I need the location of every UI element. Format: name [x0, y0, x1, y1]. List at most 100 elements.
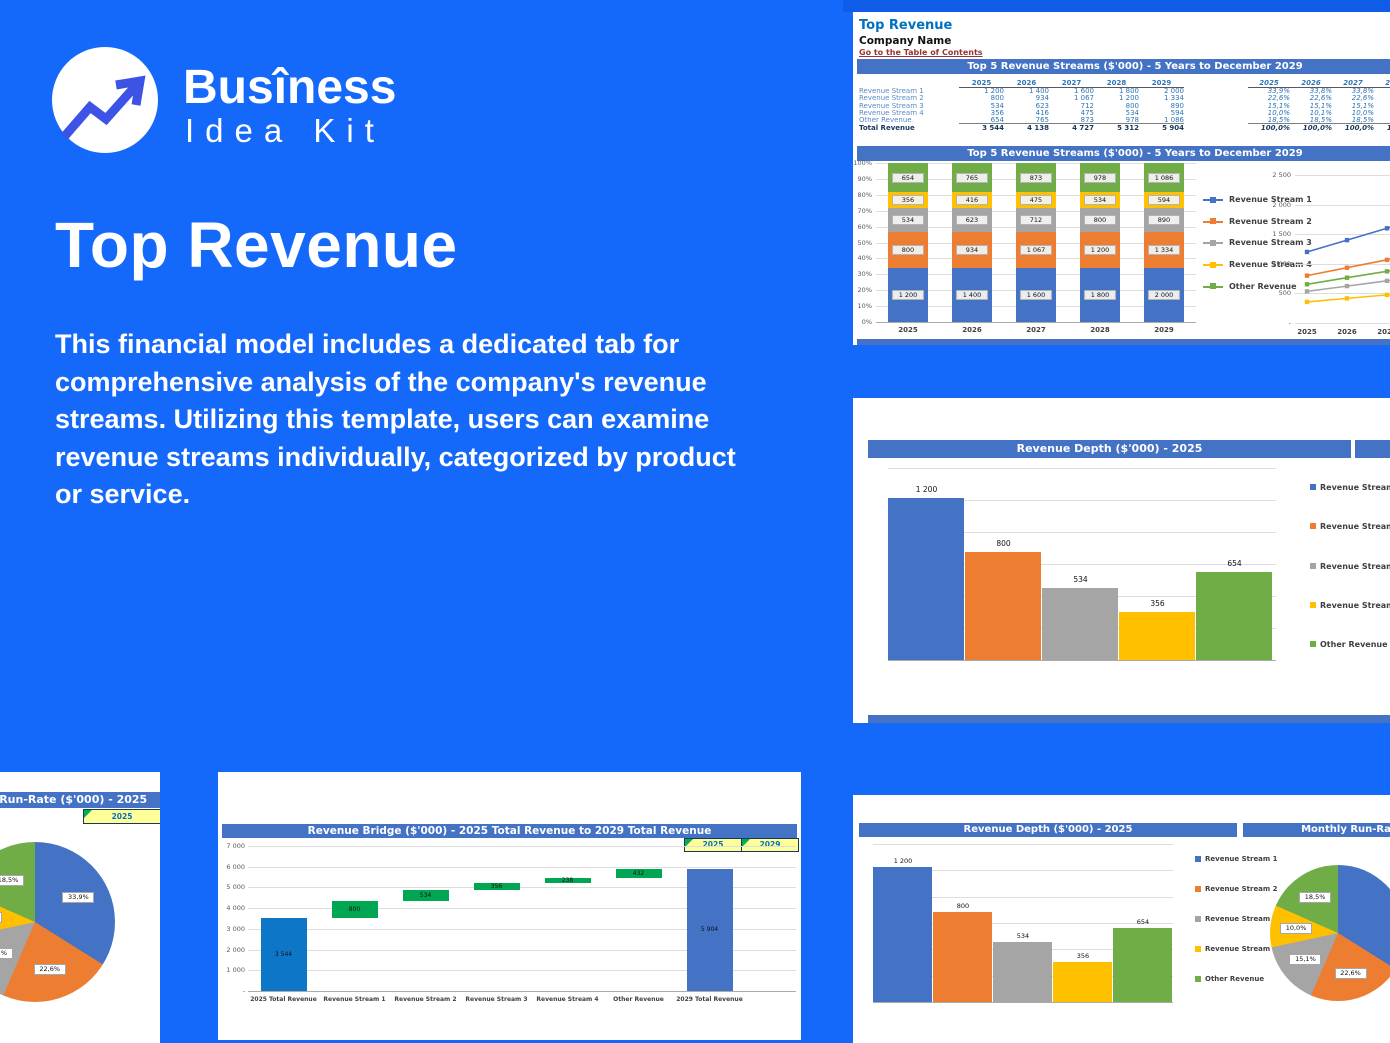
waterfall-bar	[331, 901, 378, 918]
cell-value: 654	[959, 117, 1004, 125]
year-selector[interactable]: 2025	[83, 809, 160, 824]
legend-label: Revenue Stream 4	[1320, 600, 1390, 610]
cell-value: 4 138	[1027, 124, 1049, 133]
data-label: 1 600	[1020, 290, 1052, 301]
cell-value: 890	[1170, 102, 1184, 110]
row-label: Other Revenue	[859, 117, 912, 125]
bar-value-label: 654	[1227, 558, 1242, 568]
hero-description: This financial model includes a dedicate…	[55, 329, 736, 509]
x-tick-label: Revenue Stream 2	[394, 996, 457, 1003]
stacked-chart-title-bar: Top 5 Revenue Streams ($'000) - 5 Years …	[857, 146, 1390, 161]
waterfall-value-label: 534	[419, 891, 432, 899]
grid-line	[248, 846, 796, 847]
bar	[1119, 611, 1195, 660]
sheet-title: Top Revenue	[859, 18, 953, 33]
sheet-preview-depth-runrate: Revenue Depth ($'000) - 2025 Monthly Run…	[853, 795, 1390, 1043]
x-tick-label: 2025 Total Revenue	[250, 996, 317, 1003]
y-tick-label: 80%	[857, 190, 872, 199]
legend-label: Other Revenue	[1229, 281, 1297, 291]
cell-value: 534	[1125, 109, 1139, 117]
cell-percent: 15,1%	[1351, 102, 1374, 110]
cell-value: 934	[1035, 95, 1049, 103]
cell-value: 1 200	[1118, 95, 1139, 103]
data-label: 654	[892, 172, 924, 183]
data-label: 978	[1084, 172, 1116, 183]
legend-marker	[1210, 218, 1216, 225]
waterfall-bar	[260, 917, 307, 991]
pie-slice-label: 22,6%	[33, 963, 66, 975]
cell-percent: 33,9%	[1267, 88, 1290, 95]
grid-line	[248, 887, 796, 889]
runrate-title-bar: Monthly Run-Rate ($'000) - 2025	[0, 792, 160, 808]
waterfall-bar	[686, 868, 733, 991]
grid-line	[248, 970, 796, 972]
y-tick-label: 2 500	[1272, 171, 1291, 179]
data-label: 1 200	[892, 290, 924, 301]
legend-label: Revenue Stream 1	[1320, 483, 1390, 492]
row-label	[859, 78, 959, 88]
grid-line	[873, 870, 1173, 872]
pie-slice-label: 15,1%	[1289, 954, 1322, 966]
runrate-title-bar-2: Monthly Run-Rate ($'000) - 2025	[1243, 823, 1390, 837]
y-tick-label: 100%	[853, 159, 872, 167]
cell-value: 475	[1080, 109, 1094, 117]
grid-line	[248, 949, 796, 951]
x-tick-label: 2027	[1377, 328, 1390, 336]
cell-percent: 15,1%	[1267, 102, 1290, 110]
data-label: 356	[892, 195, 924, 206]
cell-percent: 22,6%	[1309, 95, 1332, 103]
cell-value: 1 600	[1073, 88, 1094, 95]
cell-percent: 33,8%	[1309, 88, 1332, 95]
cell-percent: 2027	[1332, 78, 1374, 88]
brand-name-line2: Idea Kit	[185, 112, 385, 149]
cell-value: 712	[1080, 102, 1094, 110]
sheet-preview-depth: Revenue Depth ($'000) - 2025 1 200 800 534…	[853, 398, 1390, 723]
x-tick-label: 2025	[1297, 328, 1317, 336]
bar-value-label: 654	[1136, 918, 1150, 927]
data-label: 623	[956, 215, 988, 226]
cell-value: 623	[1035, 102, 1049, 110]
legend-label: Revenue Stream 2	[1229, 216, 1312, 226]
legend-marker	[1195, 946, 1201, 952]
y-tick-label: 4 000	[226, 904, 245, 913]
bar-value-label: 1 200	[915, 485, 938, 494]
x-tick-label: 2029	[1154, 326, 1174, 334]
cell-percent: 2025	[1248, 78, 1290, 88]
grid-line	[1295, 293, 1390, 295]
waterfall-bar	[402, 889, 449, 901]
pie	[0, 842, 115, 1002]
grid-line	[888, 564, 1276, 565]
to-year-selector[interactable]: 2029	[741, 838, 799, 852]
y-tick-label: 0%	[861, 318, 872, 326]
cell-value: 5 904	[1162, 124, 1184, 133]
grid-line	[1295, 263, 1390, 265]
next-section-bar-sliver	[868, 715, 1390, 723]
cell-percent: 18,5%	[1374, 117, 1390, 125]
legend-label: Revenue Stream 2	[1205, 885, 1278, 893]
top-strip	[843, 0, 1390, 12]
y-tick-label: 10%	[857, 302, 872, 311]
cell-value: 2028	[1094, 78, 1139, 88]
x-tick-label: 2026	[962, 326, 982, 334]
legend-marker	[1210, 283, 1216, 290]
x-tick-label: 2026	[1337, 328, 1357, 336]
cell-percent: 33,8%	[1374, 88, 1390, 95]
line-chart-svg	[1304, 226, 1390, 305]
legend-label: Other Revenue	[1320, 640, 1388, 650]
cell-percent: 10,0%	[1351, 109, 1374, 117]
waterfall-value-label: 356	[490, 882, 503, 890]
sheet-preview-runrate-left: Monthly Run-Rate ($'000) - 2025 2025 33,…	[0, 772, 160, 1043]
y-tick-label: 1 500	[1272, 230, 1291, 239]
grid-line	[873, 923, 1173, 924]
bar-value-label: 800	[956, 902, 970, 910]
from-year-selector[interactable]: 2025	[684, 838, 742, 852]
cell-value: 765	[1004, 117, 1049, 125]
toc-link[interactable]: Go to the Table of Contents	[859, 48, 983, 57]
cell-value: 356	[990, 109, 1004, 117]
cell-percent: 18,5%	[1248, 117, 1290, 125]
cell-value: 800	[990, 95, 1004, 103]
legend-label: Revenue Stream 1	[1229, 195, 1312, 204]
pie-slice-label: 22,6%	[1334, 967, 1367, 979]
legend-marker	[1195, 886, 1201, 892]
